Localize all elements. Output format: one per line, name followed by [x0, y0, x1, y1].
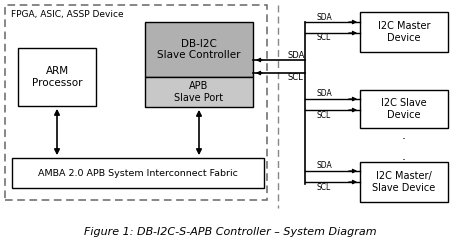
Text: SDA: SDA — [316, 90, 332, 98]
FancyBboxPatch shape — [12, 158, 263, 188]
Text: SCL: SCL — [316, 111, 330, 120]
Text: SCL: SCL — [316, 182, 330, 191]
Text: SDA: SDA — [287, 51, 305, 60]
FancyBboxPatch shape — [359, 12, 447, 52]
Text: I2C Master
Device: I2C Master Device — [377, 21, 429, 43]
FancyBboxPatch shape — [5, 5, 266, 200]
Text: SCL: SCL — [287, 74, 303, 83]
Text: ARM
Processor: ARM Processor — [32, 66, 82, 88]
FancyBboxPatch shape — [145, 22, 252, 77]
Text: Figure 1: DB-I2C-S-APB Controller – System Diagram: Figure 1: DB-I2C-S-APB Controller – Syst… — [84, 227, 375, 237]
Text: SCL: SCL — [316, 33, 330, 43]
Text: I2C Slave
Device: I2C Slave Device — [381, 98, 426, 120]
FancyBboxPatch shape — [359, 162, 447, 202]
Text: DB-I2C
Slave Controller: DB-I2C Slave Controller — [157, 39, 240, 60]
Text: AMBA 2.0 APB System Interconnect Fabric: AMBA 2.0 APB System Interconnect Fabric — [38, 168, 237, 177]
Text: APB
Slave Port: APB Slave Port — [174, 81, 223, 103]
Text: I2C Master/
Slave Device: I2C Master/ Slave Device — [372, 171, 435, 193]
Text: ·
·
·: · · · — [401, 113, 405, 167]
Text: SDA: SDA — [316, 13, 332, 22]
FancyBboxPatch shape — [359, 90, 447, 128]
Text: SDA: SDA — [316, 161, 332, 171]
Text: FPGA, ASIC, ASSP Device: FPGA, ASIC, ASSP Device — [11, 9, 123, 18]
FancyBboxPatch shape — [145, 77, 252, 107]
FancyBboxPatch shape — [18, 48, 96, 106]
